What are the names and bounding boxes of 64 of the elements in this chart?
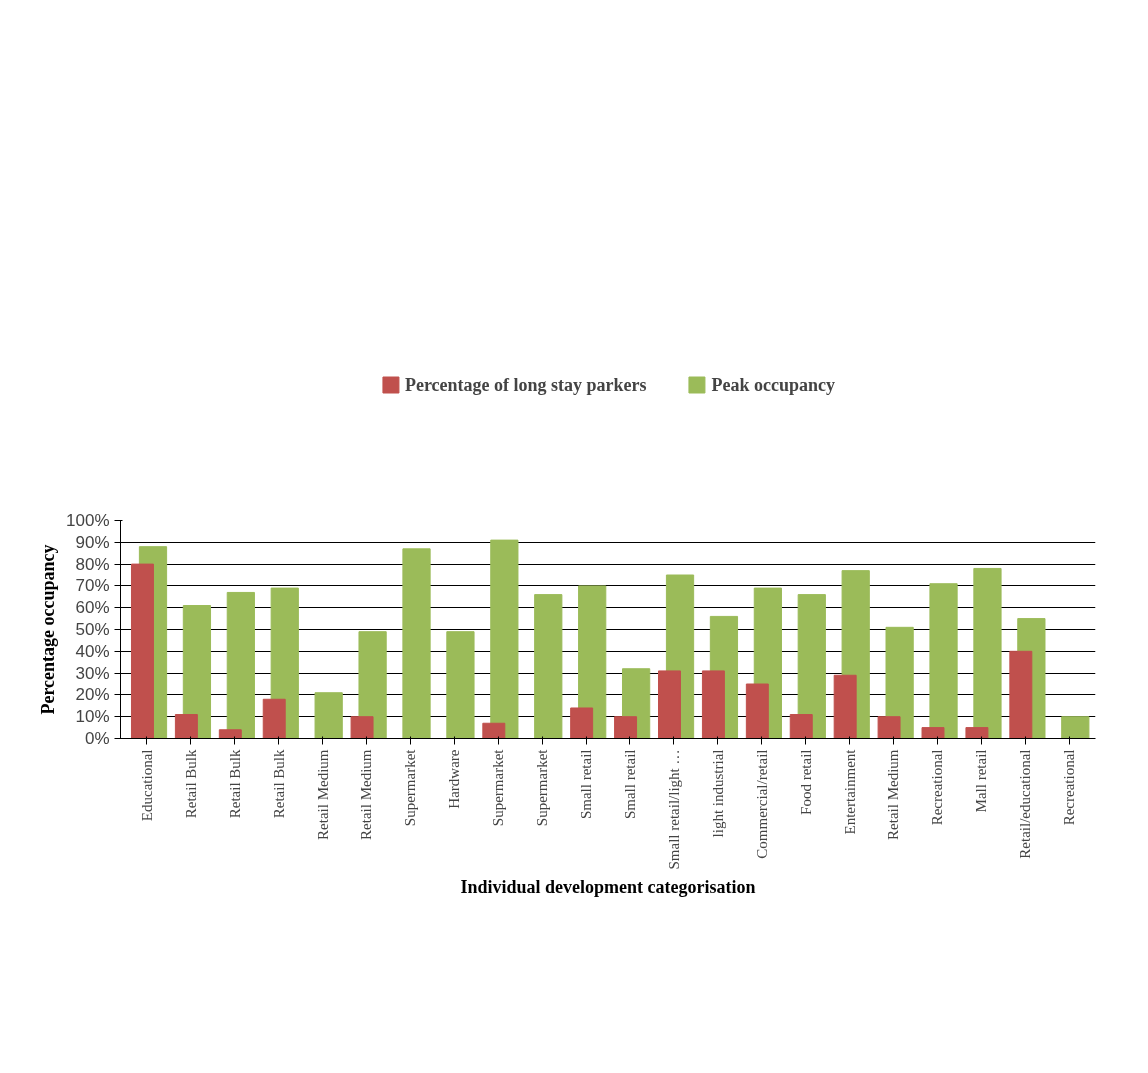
x-tick-label: Retail Medium xyxy=(885,749,902,840)
bar xyxy=(350,716,374,739)
bar xyxy=(482,722,506,739)
x-tick-label: Retail Bulk xyxy=(226,749,243,819)
bar xyxy=(701,670,725,739)
x-tick-label: Small retail xyxy=(621,749,638,820)
x-tick-label: Supermarket xyxy=(534,748,551,827)
y-tick-label: 60% xyxy=(75,598,110,618)
y-tick-label: 100% xyxy=(66,511,110,530)
bar xyxy=(833,674,857,739)
x-tick-label: Small retail/light … xyxy=(665,749,682,870)
legend-label: Percentage of long stay parkers xyxy=(404,374,647,396)
bar xyxy=(534,594,563,739)
y-tick-label: 0% xyxy=(84,729,110,748)
bar xyxy=(226,591,255,739)
bar xyxy=(262,698,286,739)
legend-label: Peak occupancy xyxy=(711,374,836,396)
bar xyxy=(797,594,826,739)
bar xyxy=(789,714,813,739)
x-tick-label: Hardware xyxy=(446,749,463,809)
bar xyxy=(490,539,519,739)
x-tick-label: light industrial xyxy=(709,749,726,838)
x-axis-title: Individual development categorisation xyxy=(460,877,756,898)
bar xyxy=(877,716,901,739)
y-tick-label: 30% xyxy=(75,663,110,683)
bar xyxy=(929,583,958,739)
x-tick-label: Supermarket xyxy=(490,748,507,827)
bar xyxy=(402,548,431,739)
bar xyxy=(570,707,594,739)
x-tick-label: Retail Bulk xyxy=(270,749,287,819)
x-tick-label: Recreational xyxy=(929,749,946,826)
x-tick-label: Retail Medium xyxy=(314,749,331,840)
bar xyxy=(174,714,198,739)
bar xyxy=(130,563,154,739)
bar xyxy=(921,727,945,739)
y-tick-label: 80% xyxy=(75,554,110,574)
y-tick-label: 10% xyxy=(75,707,110,727)
bar xyxy=(1061,716,1090,739)
bar xyxy=(965,727,989,739)
bar xyxy=(218,729,242,739)
bar xyxy=(614,716,638,739)
bar xyxy=(1009,650,1033,739)
x-tick-label: Educational xyxy=(138,749,155,822)
y-tick-label: 50% xyxy=(75,620,110,639)
x-tick-label: Supermarket xyxy=(402,748,419,827)
x-tick-label: Commercial/retail xyxy=(753,749,770,859)
bar xyxy=(973,567,1002,739)
y-tick-label: 20% xyxy=(75,685,110,705)
y-tick-label: 70% xyxy=(75,576,110,596)
bar xyxy=(658,670,681,739)
x-tick-label: Entertainment xyxy=(841,748,858,835)
x-tick-label: Retail Bulk xyxy=(182,749,199,819)
y-tick-label: 40% xyxy=(75,641,110,661)
x-tick-label: Mall retail xyxy=(973,749,990,813)
x-tick-label: Recreational xyxy=(1061,749,1078,826)
y-axis-title: Percentage occupancy xyxy=(38,544,59,715)
y-tick-label: 90% xyxy=(75,532,110,552)
x-tick-label: Retail/educational xyxy=(1017,749,1034,859)
bar xyxy=(446,631,475,739)
x-tick-label: Food retail xyxy=(797,749,814,815)
bar xyxy=(314,692,343,739)
x-tick-label: Retail Medium xyxy=(358,749,375,840)
bar xyxy=(745,683,769,739)
x-tick-label: Small retail xyxy=(578,749,595,820)
